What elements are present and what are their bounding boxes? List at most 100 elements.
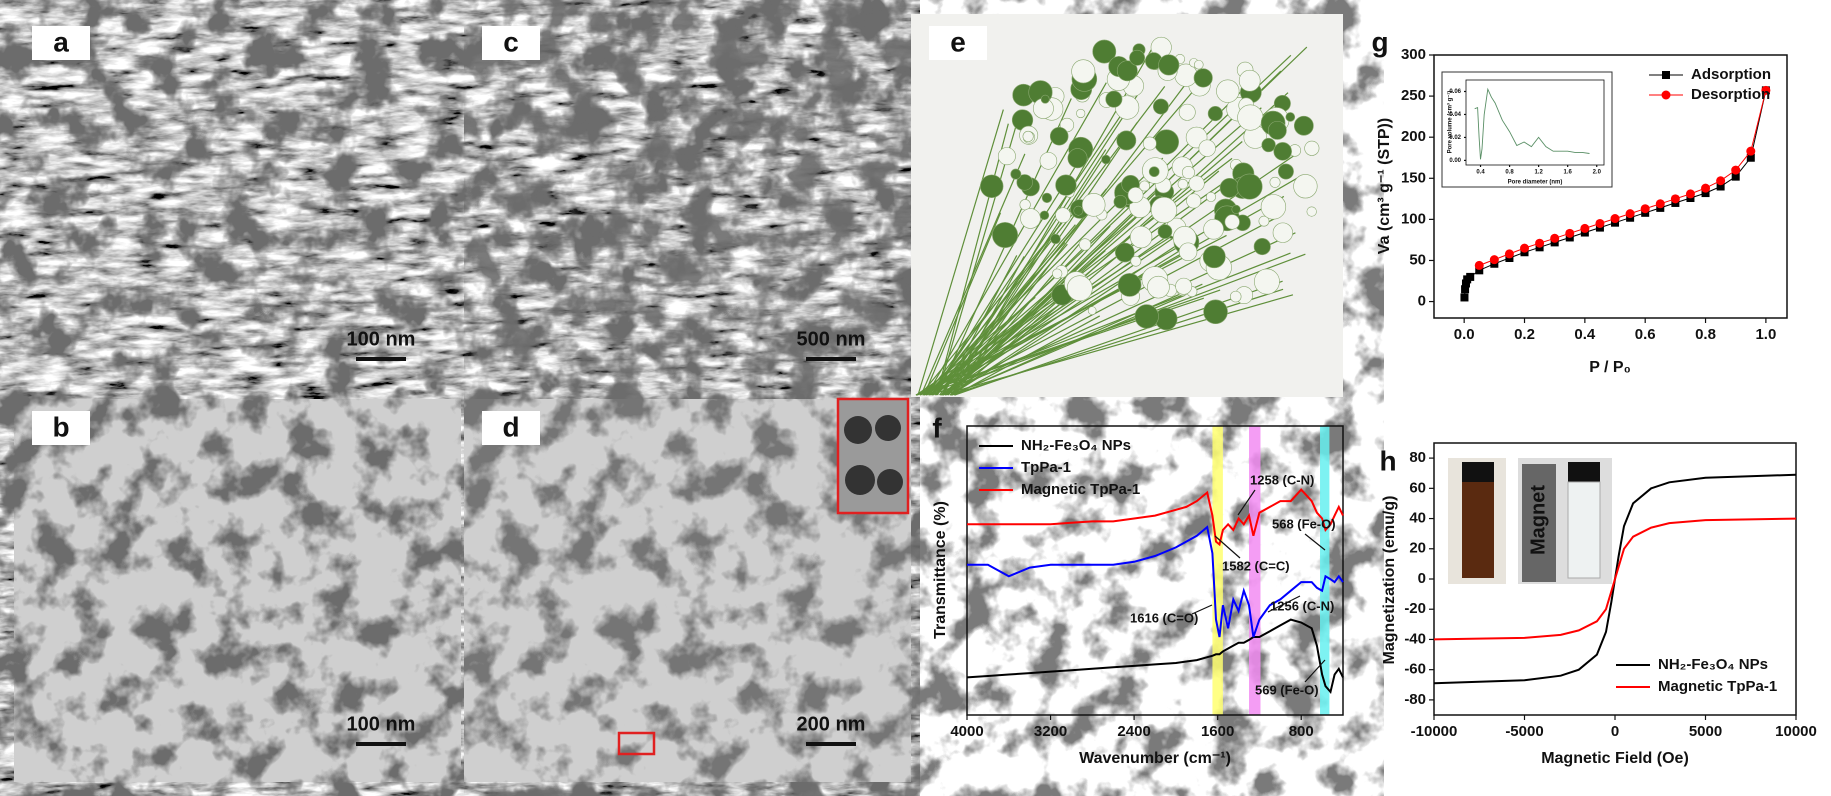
flower [1306, 206, 1317, 217]
panel-label-box [482, 26, 540, 60]
flower [1101, 154, 1111, 165]
flower [1198, 139, 1216, 157]
x-tick-label: 0 [1611, 723, 1619, 740]
panel-label: d [502, 411, 519, 442]
panel-label: f [932, 412, 942, 443]
tem-image [14, 399, 461, 782]
flower [1127, 187, 1144, 203]
marker [1670, 194, 1680, 204]
scale-bar [356, 357, 406, 361]
y-tick-label: -80 [1404, 691, 1426, 708]
marker [1761, 85, 1771, 95]
flower [1238, 69, 1261, 92]
flower [1158, 54, 1180, 76]
annotation: 569 (Fe-O) [1255, 682, 1319, 697]
stem [931, 253, 1306, 396]
flower [1202, 245, 1226, 269]
stem [931, 224, 1076, 396]
series-line [1474, 87, 1590, 160]
x-tick-label: 1.6 [1564, 169, 1573, 175]
y-tick-label: 0 [1418, 570, 1426, 587]
x-tick-label: 1600 [1201, 723, 1234, 740]
marker [1746, 153, 1755, 162]
flower [992, 222, 1018, 249]
flower [1177, 178, 1189, 190]
marker [1489, 255, 1499, 265]
tem-background [464, 399, 911, 782]
series-line [967, 525, 1344, 638]
x-tick-label: 1.2 [1534, 169, 1543, 175]
flower [1010, 168, 1022, 180]
marker [1520, 243, 1530, 253]
flower [1231, 204, 1241, 214]
flower [1134, 304, 1159, 329]
chart: -10000 -5000 0 5000 10000 -80 -60 -40 -20 0 20 40 60… [1379, 442, 1817, 767]
y-tick-label: 40 [1409, 510, 1426, 527]
x-tick-label: -5000 [1505, 723, 1543, 740]
vial [1462, 482, 1494, 578]
y-tick-label: 60 [1409, 479, 1426, 496]
y-tick-label: -60 [1404, 661, 1426, 678]
flower [1224, 214, 1240, 230]
panel-label-box [482, 411, 540, 445]
flower [1076, 108, 1086, 119]
panel-label: g [1371, 26, 1388, 57]
flower [1269, 176, 1281, 188]
marker [1466, 272, 1475, 281]
marker [1640, 204, 1650, 214]
legend-label: Magnetic TpPa-1 [1021, 481, 1140, 498]
flower [1272, 222, 1293, 243]
flower [1092, 39, 1117, 64]
flower [997, 147, 1016, 166]
y-axis-label: Magnetization (emu/g) [1381, 496, 1398, 665]
flower [1219, 178, 1240, 198]
flower [1071, 59, 1096, 84]
panel-label-box [32, 411, 90, 445]
flower [1105, 90, 1123, 108]
chart: 4000 3200 2400 1600 800 Wavenumber (cm⁻¹) Tran… [932, 412, 1344, 767]
annotation-arrow [1267, 595, 1301, 613]
marker [1731, 165, 1741, 175]
y-tick-label: 150 [1401, 169, 1426, 186]
marker [1565, 228, 1575, 238]
x-tick-label: 0.8 [1695, 326, 1716, 343]
stem [930, 105, 1128, 396]
stem [917, 109, 1004, 396]
stem [947, 256, 1025, 396]
annotation: 1616 (C=O) [1130, 610, 1198, 625]
legend-marker [1661, 90, 1671, 100]
x-tick-label: 0.4 [1476, 169, 1485, 175]
y-axis-label: Va (cm³ g⁻¹ (STP)) [1376, 118, 1393, 254]
flower [1147, 275, 1170, 299]
marker [1580, 223, 1590, 233]
y-tick-label: 0.06 [1449, 89, 1461, 95]
annotation-arrow [1304, 659, 1326, 683]
x-tick-label: 2.0 [1593, 169, 1602, 175]
annotation: Magnet [1527, 485, 1549, 555]
stem [919, 296, 1036, 396]
annotation-arrow [1214, 535, 1241, 559]
y-tick-label: 0.02 [1449, 135, 1461, 141]
flower [980, 174, 1004, 198]
scale-bar-label: 100 nm [347, 328, 416, 350]
y-tick-label: -20 [1404, 600, 1426, 617]
legend-label: Adsorption [1691, 66, 1771, 83]
flower [1304, 140, 1320, 156]
flower [1178, 103, 1196, 121]
zoom-box [617, 731, 656, 756]
flower [1194, 59, 1204, 70]
flower [1203, 299, 1228, 325]
legend-label: Magnetic TpPa-1 [1658, 678, 1777, 695]
y-tick-label: 0.00 [1449, 158, 1461, 164]
stem [954, 315, 1101, 396]
scale-bar-label: 200 nm [797, 713, 866, 735]
band [1249, 426, 1261, 715]
inset-frame [1441, 71, 1613, 188]
band [1212, 426, 1223, 715]
flower [1067, 148, 1088, 169]
annotation-arrow [1304, 533, 1326, 551]
panel-label: e [950, 26, 966, 57]
scale-bar [806, 357, 856, 361]
annotation: 568 (Fe-O) [1272, 516, 1336, 531]
